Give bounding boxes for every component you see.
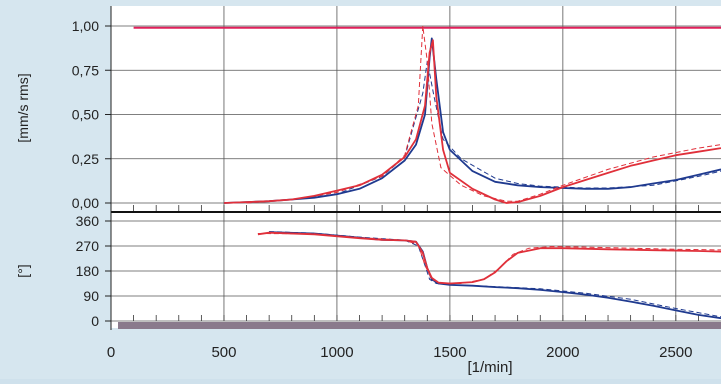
- y-tick-label: 270: [76, 238, 100, 254]
- plot-background-bottom: [111, 213, 721, 328]
- y-tick-label: 90: [83, 288, 99, 304]
- y-tick-label: 0,25: [72, 151, 99, 167]
- y-tick-label: 180: [76, 263, 100, 279]
- y-tick-label: 0: [91, 313, 99, 329]
- series-line-red-solid: [223, 39, 721, 204]
- series-line-red-dashed: [246, 25, 721, 204]
- y-axis-label-phase: [°]: [15, 264, 31, 277]
- x-tick-label: 2000: [546, 344, 579, 361]
- series-line-blue-solid: [223, 37, 721, 204]
- y-tick-label: 360: [76, 213, 100, 229]
- x-axis-label: [1/min]: [467, 359, 512, 376]
- x-tick-label: 500: [211, 344, 236, 361]
- series-line-red-dashed: [257, 233, 721, 284]
- y-tick-label: 1,00: [72, 18, 99, 34]
- grid-amplitude: [111, 6, 721, 211]
- series-phase: [257, 231, 721, 320]
- series-amplitude: [133, 25, 721, 204]
- y-axis-label-amplitude: [mm/s rms]: [15, 73, 31, 142]
- plot-background-top: [111, 6, 721, 211]
- x-tick-label: 1000: [320, 344, 353, 361]
- y-tick-label: 0,75: [72, 62, 99, 78]
- x-axis-band: [118, 322, 721, 329]
- y-tick-label: 0,50: [72, 107, 99, 123]
- y-tick-labels-amplitude: 0,00 0,25 0,50 0,75 1,00: [72, 18, 111, 211]
- x-tick-label: 1500: [433, 344, 466, 361]
- y-tick-labels-phase: 0 90 180 270 360: [76, 213, 111, 329]
- x-tick-label: 2500: [659, 344, 692, 361]
- x-tick-label: 0: [107, 344, 115, 361]
- y-tick-label: 0,00: [72, 195, 99, 211]
- grid-phase: [111, 213, 721, 322]
- x-tick-labels: 0 500 1000 1500 2000 2500: [107, 344, 693, 361]
